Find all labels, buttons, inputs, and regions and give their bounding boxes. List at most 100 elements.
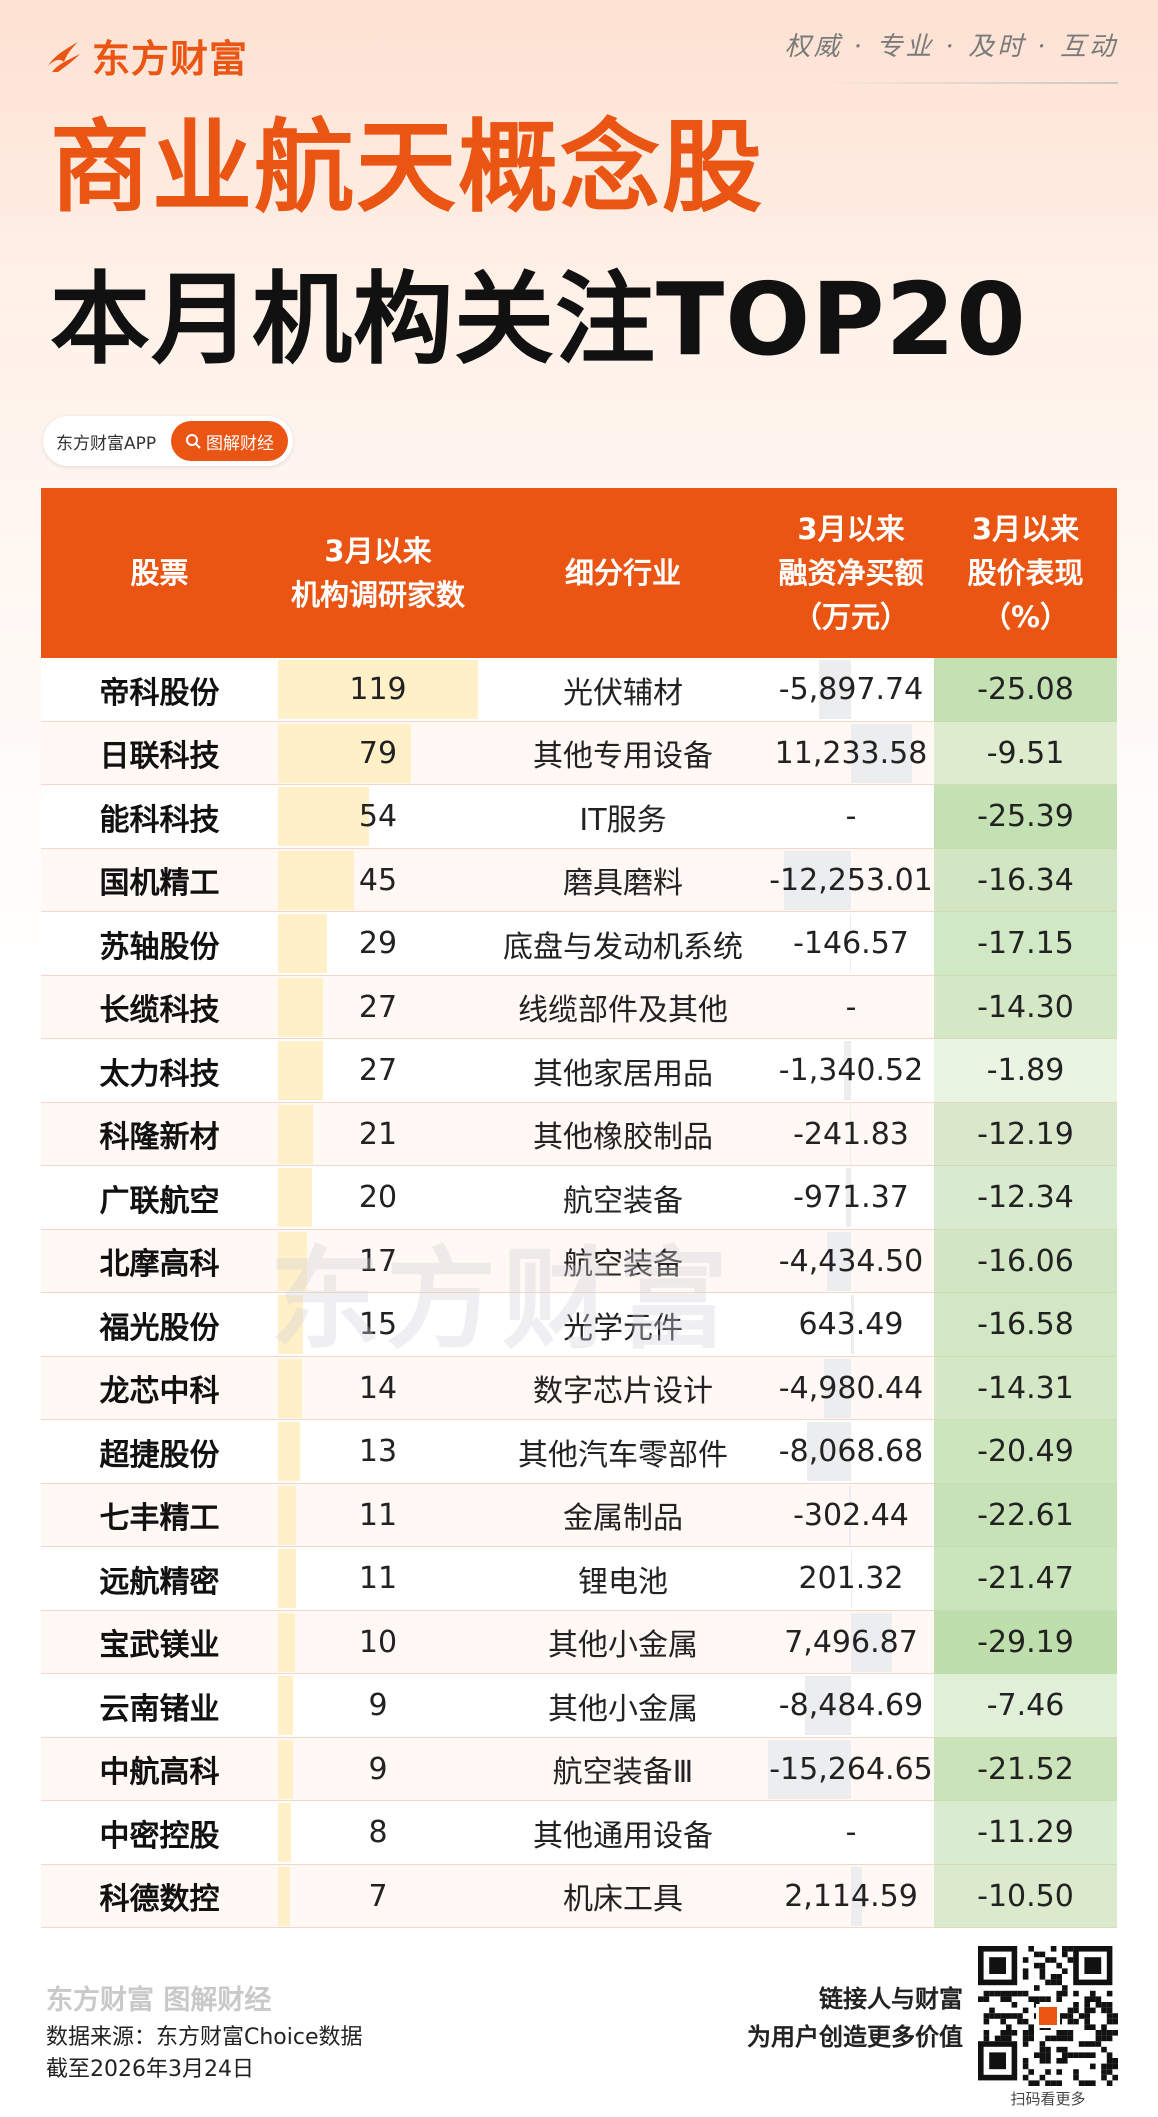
table-row: 科德数控 7 机床工具 2,114.59 -10.50 [41, 1864, 1117, 1928]
perf-cell-bg [934, 1166, 1117, 1230]
industry: 数字芯片设计 [533, 1374, 713, 1410]
industry: 其他专用设备 [533, 739, 713, 775]
brand-name: 东方财富 [92, 37, 249, 81]
inst-count: 9 [368, 1751, 388, 1787]
stock-name: 苏轴股份 [99, 929, 220, 965]
price-change: -12.19 [977, 1116, 1074, 1152]
inst-bar [278, 1676, 294, 1735]
inst-count: 10 [358, 1624, 398, 1660]
footer-source: 数据来源：东方财富Choice数据 截至2026年3月24日 [46, 2022, 363, 2086]
industry: 其他通用设备 [533, 1818, 713, 1854]
perf-cell-bg [934, 975, 1117, 1039]
price-change: -10.50 [977, 1878, 1074, 1914]
perf-cell-bg [934, 912, 1117, 976]
net-buy: 11,233.58 [774, 735, 928, 771]
stock-table: 股票 3月以来 机构调研家数 细分行业 3月以来 融资净买额 （万元） 3月以来 股价表… [41, 488, 1117, 1928]
price-change: -12.34 [977, 1180, 1074, 1216]
fin-bar [851, 1866, 863, 1926]
net-buy: -4,434.50 [778, 1243, 924, 1279]
perf-cell-bg [934, 848, 1117, 912]
price-change: -16.34 [977, 862, 1074, 898]
price-change: -16.58 [977, 1307, 1074, 1343]
qr-code-icon [978, 1946, 1118, 2086]
perf-cell-bg [934, 1547, 1117, 1611]
table-row: 七丰精工 11 金属制品 -302.44 -22.61 [41, 1483, 1117, 1547]
inst-bar [278, 1422, 300, 1481]
header-industry: 细分行业 [564, 556, 681, 590]
stock-name: 能科科技 [99, 802, 220, 838]
inst-count: 29 [358, 926, 398, 962]
fin-bar [826, 1231, 851, 1291]
perf-cell-bg [934, 1356, 1117, 1420]
industry: 其他橡胶制品 [533, 1120, 713, 1156]
stock-name: 科隆新材 [99, 1120, 220, 1156]
inst-bar [278, 1041, 324, 1100]
stock-name: 远航精密 [99, 1564, 220, 1600]
fin-bar [851, 1549, 853, 1608]
industry: 金属制品 [563, 1501, 683, 1537]
inst-bar [278, 787, 369, 846]
industry: 其他汽车零部件 [518, 1437, 728, 1473]
net-buy: -302.44 [793, 1497, 909, 1533]
search-app-label: 东方财富APP [56, 433, 157, 454]
net-buy: - [845, 799, 857, 835]
net-buy: 7,496.87 [784, 1624, 918, 1660]
perf-cell-bg [934, 1801, 1117, 1865]
industry: 航空装备 [563, 1247, 683, 1283]
price-change: -16.06 [977, 1243, 1074, 1279]
fin-bar [850, 914, 851, 973]
table-header: 股票 3月以来 机构调研家数 细分行业 3月以来 融资净买额 （万元） 3月以来 股价表… [41, 488, 1117, 658]
inst-bar [278, 1612, 295, 1672]
net-buy: 201.32 [798, 1561, 904, 1597]
net-buy: -15,264.65 [769, 1751, 933, 1787]
price-change: -7.46 [986, 1688, 1065, 1724]
stock-name: 七丰精工 [99, 1501, 220, 1537]
inst-count: 8 [368, 1815, 388, 1851]
inst-bar [278, 660, 478, 719]
fin-bar [849, 1104, 851, 1164]
inst-count: 11 [358, 1561, 398, 1597]
net-buy: - [845, 1815, 857, 1851]
inst-bar [278, 1168, 312, 1227]
inst-bar [278, 977, 324, 1037]
inst-bar [278, 1231, 307, 1291]
data-date: 截至2026年3月24日 [46, 2057, 254, 2082]
stock-name: 中航高科 [99, 1755, 220, 1791]
net-buy: 643.49 [798, 1307, 904, 1343]
table-row: 中航高科 9 航空装备Ⅲ -15,264.65 -21.52 [41, 1737, 1117, 1801]
inst-count: 119 [349, 672, 407, 708]
inst-bar [278, 1549, 297, 1608]
price-change: -25.39 [977, 799, 1074, 835]
table-row: 能科科技 54 IT服务 - -25.39 [41, 785, 1117, 849]
stock-name: 北摩高科 [99, 1247, 220, 1283]
fin-bar [851, 723, 913, 783]
qr-code[interactable] [978, 1946, 1118, 2086]
net-buy: -971.37 [793, 1180, 909, 1216]
price-change: -11.29 [977, 1815, 1074, 1851]
industry: 其他小金属 [548, 1628, 698, 1664]
stock-name: 龙芯中科 [99, 1374, 220, 1410]
table-row: 科隆新材 21 其他橡胶制品 -241.83 -12.19 [41, 1102, 1117, 1166]
table-row: 日联科技 79 其他专用设备 11,233.58 -9.51 [41, 721, 1117, 785]
inst-bar [278, 914, 327, 973]
fin-bar [818, 660, 851, 719]
table-row: 宝武镁业 10 其他小金属 7,496.87 -29.19 [41, 1610, 1117, 1674]
brand-logo: 东方财富 [44, 28, 248, 83]
search-pill[interactable]: 东方财富APP 图解财经 [43, 416, 293, 466]
industry: 航空装备Ⅲ [552, 1755, 694, 1791]
industry: 其他小金属 [548, 1691, 698, 1727]
inst-bar [278, 1358, 302, 1418]
stock-name: 国机精工 [99, 866, 220, 902]
industry: 机床工具 [563, 1882, 683, 1918]
net-buy: -4,980.44 [778, 1370, 924, 1406]
perf-cell-bg [934, 1420, 1117, 1484]
stock-name: 长缆科技 [99, 993, 220, 1029]
fin-bar [807, 1422, 851, 1481]
industry: 光学元件 [563, 1310, 683, 1346]
industry: 磨具磨料 [563, 866, 683, 902]
search-button[interactable]: 图解财经 [171, 421, 288, 461]
perf-cell-bg [934, 658, 1117, 722]
slogan-underline [818, 82, 1118, 84]
table-row: 超捷股份 13 其他汽车零部件 -8,068.68 -20.49 [41, 1420, 1117, 1484]
stock-name: 宝武镁业 [99, 1628, 220, 1664]
